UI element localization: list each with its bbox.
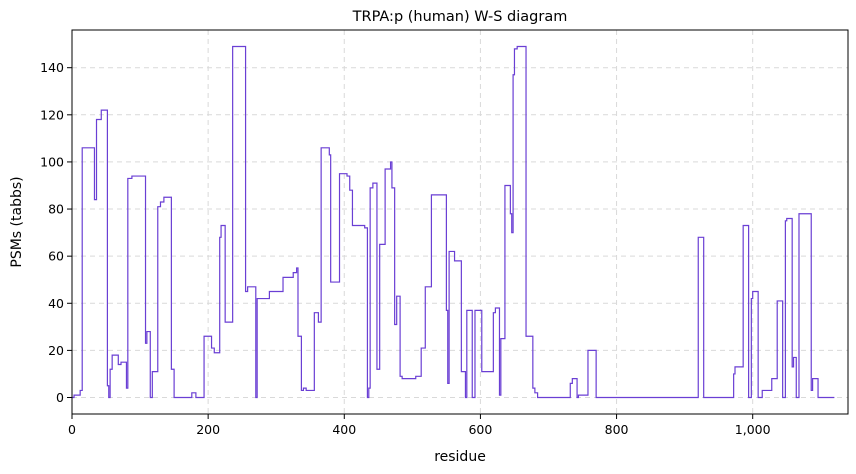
- grid: [71, 30, 848, 414]
- y-tick-label: 60: [48, 249, 64, 264]
- chart-title: TRPA:p (human) W-S diagram: [352, 9, 568, 25]
- y-tick-label: 0: [56, 390, 64, 405]
- x-tick-label: 200: [196, 422, 220, 437]
- x-axis-label: residue: [434, 449, 486, 465]
- y-axis-label: PSMs (tabbs): [9, 176, 25, 267]
- y-tick-label: 120: [40, 107, 64, 122]
- plot-frame: [71, 29, 849, 415]
- y-tick-label: 100: [40, 154, 64, 169]
- y-tick-label: 80: [48, 202, 64, 217]
- series-line: [72, 45, 835, 399]
- y-axis-ticks: 0 20 40 60 80 100 120 140: [40, 60, 72, 405]
- y-tick-label: 40: [48, 296, 64, 311]
- y-tick-label: 20: [48, 343, 64, 358]
- y-tick-label: 140: [40, 60, 64, 75]
- x-tick-label: 1,000: [735, 422, 771, 437]
- x-tick-label: 400: [332, 422, 356, 437]
- x-axis-ticks: 0 200 400 600 800 1,000: [68, 414, 771, 437]
- x-tick-label: 0: [68, 422, 76, 437]
- x-tick-label: 800: [605, 422, 629, 437]
- x-tick-label: 600: [468, 422, 492, 437]
